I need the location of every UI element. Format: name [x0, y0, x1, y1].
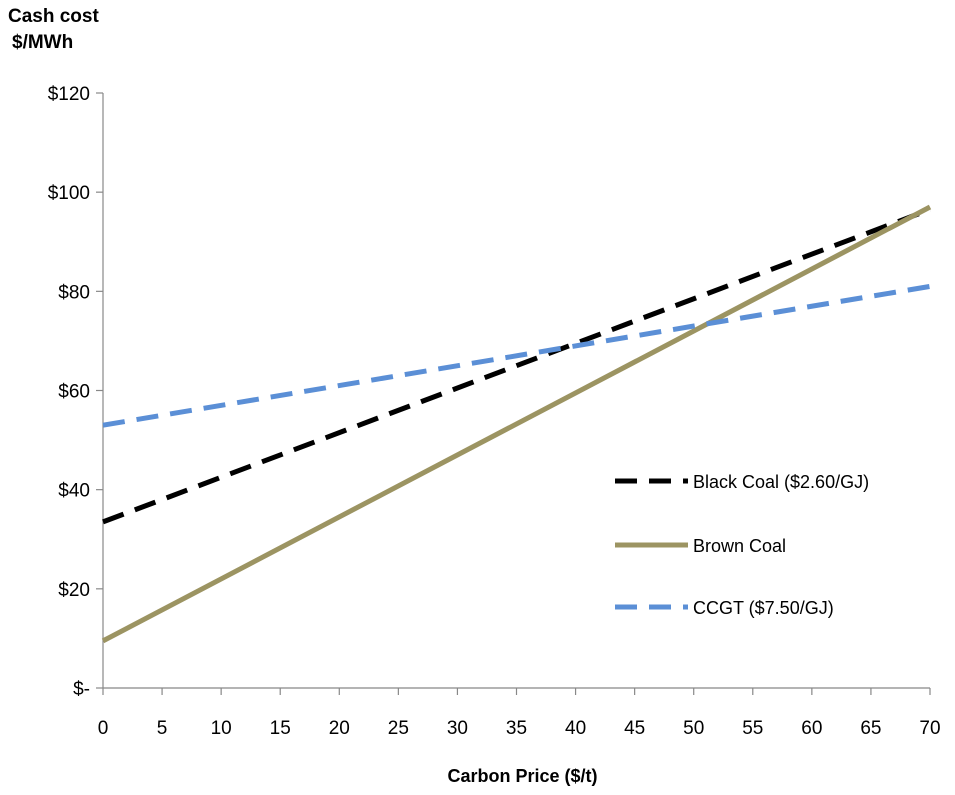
y-axis-title-line1: Cash cost — [8, 6, 99, 27]
y-tick-label: $60 — [58, 382, 90, 403]
x-tick-label: 60 — [801, 718, 822, 739]
x-tick-label: 15 — [270, 718, 291, 739]
legend: Black Coal ($2.60/GJ) Brown Coal CCGT ($7.… — [615, 472, 869, 618]
y-axis-title-line2: $/MWh — [12, 32, 74, 53]
x-tick-label: 30 — [447, 718, 468, 739]
y-tick-label: $- — [73, 679, 90, 700]
y-tick-label: $20 — [58, 580, 90, 601]
y-axis-title: Cash cost $/MWh — [8, 4, 99, 56]
x-tick-label: 65 — [860, 718, 881, 739]
x-tick-label: 0 — [98, 718, 109, 739]
x-tick-label: 25 — [388, 718, 409, 739]
x-tick-label: 70 — [919, 718, 940, 739]
y-tick-label: $120 — [48, 84, 90, 105]
x-tick-label: 45 — [624, 718, 645, 739]
x-tick-label: 40 — [565, 718, 586, 739]
series-line-1 — [102, 207, 931, 525]
x-tick-label: 10 — [211, 718, 232, 739]
x-tick-label: 5 — [157, 718, 168, 739]
x-tick-label: 55 — [742, 718, 763, 739]
x-tick-label: 50 — [683, 718, 704, 739]
legend-label-1: Black Coal ($2.60/GJ) — [693, 472, 869, 492]
y-tick-label: $80 — [58, 282, 90, 303]
series-lines — [101, 204, 932, 644]
x-axis-title: Carbon Price ($/t) — [447, 766, 597, 786]
legend-label-2: Brown Coal — [693, 536, 786, 556]
y-tick-label: $40 — [58, 481, 90, 502]
series-line-2 — [101, 204, 932, 644]
y-tick-label: $100 — [48, 183, 90, 204]
series-line-3 — [102, 283, 931, 428]
legend-label-3: CCGT ($7.50/GJ) — [693, 598, 834, 618]
x-tick-label: 35 — [506, 718, 527, 739]
axes: $- $20 $40 $60 $80 $100 $120 0 5 10 15 20 25 30 35 40 45… — [48, 84, 941, 739]
x-tick-label: 20 — [329, 718, 350, 739]
